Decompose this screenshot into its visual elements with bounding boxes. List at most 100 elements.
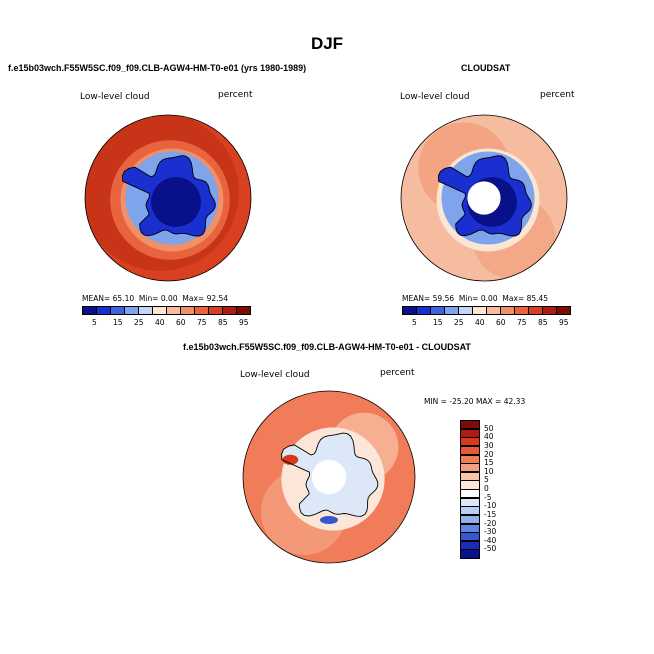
colorbar-tick-label: 20	[484, 449, 494, 459]
colorbar-tick-label: -40	[484, 535, 497, 545]
colorbar-swatch	[96, 306, 111, 315]
mean-value: 65.10	[112, 294, 135, 303]
map-border	[242, 390, 416, 564]
mean-label: MEAN=	[82, 294, 111, 303]
colorbar-tick-label: 60	[496, 318, 506, 327]
panel-3-colorbar-labels: 50 40 30 20 15 10 5 0 -5 -10 -15 -20 -30 -40 -50	[484, 420, 514, 558]
colorbar-tick-label: 40	[475, 318, 485, 327]
colorbar-swatch	[460, 489, 480, 499]
min-value: 0.00	[160, 294, 178, 303]
colorbar-swatch	[556, 306, 571, 315]
map-border	[400, 114, 568, 282]
colorbar-swatch	[138, 306, 153, 315]
panel-1-title: f.e15b03wch.F55W5SC.f09_f09.CLB-AGW4-HM-…	[8, 63, 307, 73]
diff-hotspot	[282, 454, 299, 465]
panel-2-units-label: percent	[540, 90, 575, 100]
colorbar-tick-label: 15	[433, 318, 443, 327]
panel-1-colorbar-labels: 5 15 25 40 60 75 85 95	[82, 318, 250, 328]
colorbar-swatch	[236, 306, 251, 315]
colorbar-swatch	[460, 463, 480, 473]
panel-1-polar-map	[84, 114, 252, 282]
panel-2-colorbar	[402, 306, 571, 315]
colorbar-swatch	[542, 306, 557, 315]
min-value: -25.20	[449, 397, 474, 406]
colorbar-tick-label: 25	[134, 318, 144, 327]
panel-3-variable-label: Low-level cloud	[240, 370, 310, 380]
colorbar-tick-label: 40	[484, 432, 494, 442]
panel-1-variable-label: Low-level cloud	[80, 92, 150, 102]
min-label: Min=	[458, 294, 479, 303]
coastline	[437, 155, 532, 237]
max-value: 85.45	[526, 294, 549, 303]
panel-2-colorbar-labels: 5 15 25 40 60 75 85 95	[402, 318, 570, 328]
panel-2-polar-map	[400, 114, 568, 282]
colorbar-tick-label: -20	[484, 518, 497, 528]
colorbar-tick-label: 95	[559, 318, 569, 327]
panel-2-title: CLOUDSAT	[461, 63, 511, 73]
max-label: MAX =	[475, 397, 502, 406]
panel-1-stats: MEAN= 65.10 Min= 0.00 Max= 92.54	[82, 294, 228, 303]
colorbar-tick-label: -5	[484, 492, 492, 502]
colorbar-tick-label: 40	[155, 318, 165, 327]
colorbar-tick-label: 75	[197, 318, 207, 327]
colorbar-swatch	[472, 306, 487, 315]
colorbar-tick-label: 15	[484, 458, 494, 468]
mean-value: 59.56	[432, 294, 455, 303]
panel-3-title: f.e15b03wch.F55W5SC.f09_f09.CLB-AGW4-HM-…	[183, 342, 471, 352]
colorbar-swatch	[124, 306, 139, 315]
colorbar-tick-label: 60	[176, 318, 186, 327]
colorbar-swatch	[110, 306, 125, 315]
colorbar-tick-label: 95	[239, 318, 249, 327]
colorbar-swatch	[458, 306, 473, 315]
colorbar-swatch	[180, 306, 195, 315]
colorbar-swatch	[208, 306, 223, 315]
colorbar-swatch	[460, 480, 480, 490]
min-value: 0.00	[480, 294, 498, 303]
colorbar-swatch	[444, 306, 459, 315]
colorbar-tick-label: 0	[484, 484, 489, 493]
colorbar-swatch	[82, 306, 97, 315]
colorbar-tick-label: 85	[218, 318, 228, 327]
max-label: Max=	[502, 294, 525, 303]
colorbar-tick-label: 5	[412, 318, 417, 327]
page-title: DJF	[310, 34, 344, 53]
panel-3-units-label: percent	[380, 368, 415, 378]
colorbar-tick-label: 85	[538, 318, 548, 327]
panel-2-variable-label: Low-level cloud	[400, 92, 470, 102]
colorbar-swatch	[460, 506, 480, 516]
colorbar-tick-label: 5	[484, 475, 489, 485]
colorbar-tick-label: 25	[454, 318, 464, 327]
min-label: Min=	[138, 294, 159, 303]
colorbar-tick-label: 30	[484, 440, 494, 450]
colorbar-swatch	[460, 437, 480, 447]
panel-3-colorbar	[460, 420, 480, 559]
colorbar-swatch	[460, 549, 480, 559]
colorbar-swatch	[222, 306, 237, 315]
colorbar-swatch	[194, 306, 209, 315]
mean-label: MEAN=	[402, 294, 431, 303]
colorbar-tick-label: -30	[484, 527, 497, 537]
colorbar-swatch	[528, 306, 543, 315]
colorbar-swatch	[460, 445, 480, 455]
map-border	[84, 114, 252, 282]
colorbar-swatch	[460, 523, 480, 533]
colorbar-swatch	[460, 497, 480, 507]
colorbar-swatch	[460, 540, 480, 550]
coastline	[121, 155, 216, 237]
colorbar-swatch	[430, 306, 445, 315]
colorbar-swatch	[460, 514, 480, 524]
colorbar-swatch	[486, 306, 501, 315]
colorbar-tick-label: 5	[92, 318, 97, 327]
colorbar-tick-label: -10	[484, 501, 497, 511]
panel-3-stats: MIN = -25.20 MAX = 42.33	[424, 397, 525, 406]
colorbar-swatch	[460, 454, 480, 464]
diff-coldspot	[320, 516, 338, 524]
panel-3-polar-map	[242, 390, 416, 564]
missing-data-hole	[467, 181, 501, 215]
continent-core	[151, 177, 201, 227]
min-label: MIN =	[424, 397, 447, 406]
coastline	[281, 432, 379, 517]
colorbar-tick-label: 75	[517, 318, 527, 327]
colorbar-swatch	[460, 420, 480, 430]
colorbar-swatch	[460, 471, 480, 481]
